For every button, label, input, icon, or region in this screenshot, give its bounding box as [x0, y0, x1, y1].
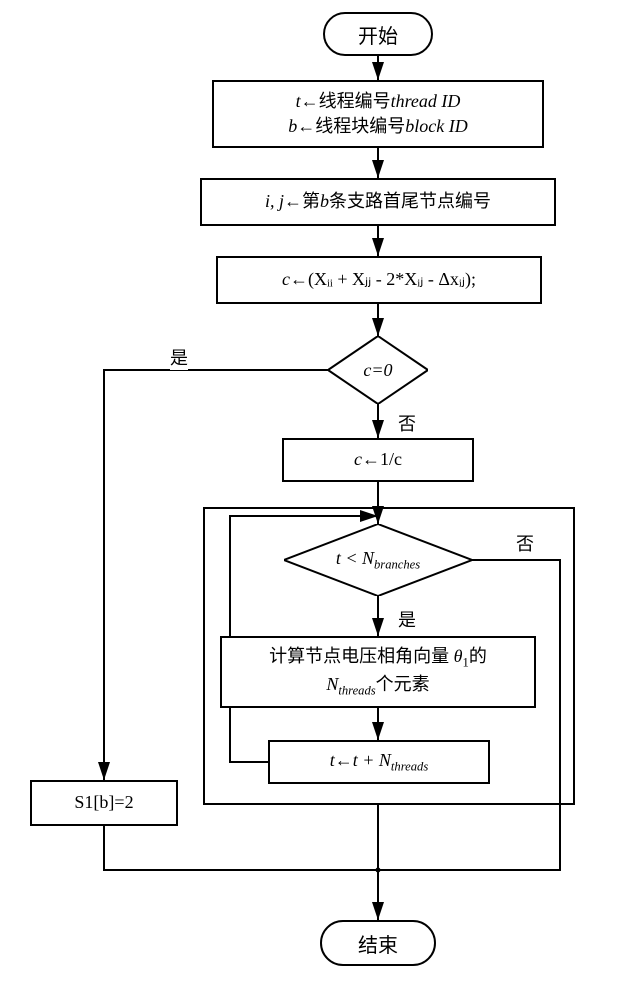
p5-line2: Nthreads个元素	[326, 672, 429, 700]
process-c-formula: c←(Xᵢᵢ + Xⱼⱼ - 2*Xᵢⱼ - Δxᵢⱼ);	[216, 256, 542, 304]
decision-c-zero: c=0	[328, 336, 428, 404]
d1-yes-label: 是	[170, 344, 188, 370]
p2-line: i, j←第b条支路首尾节点编号	[265, 189, 491, 214]
p4-line: c←1/c	[354, 447, 402, 472]
p7-text: S1[b]=2	[74, 790, 133, 815]
flow-connectors	[0, 0, 634, 1000]
decision-t-branches: t < Nbranches	[284, 524, 472, 596]
start-terminator: 开始	[323, 12, 433, 56]
p6-line: t←t + Nthreads	[330, 748, 429, 776]
d2-yes-label: 是	[398, 606, 416, 632]
end-label: 结束	[358, 929, 398, 958]
d2-no-label: 否	[516, 530, 534, 556]
start-label: 开始	[358, 20, 398, 49]
process-s1-assign: S1[b]=2	[30, 780, 178, 826]
d2-label: t < Nbranches	[336, 548, 420, 573]
end-terminator: 结束	[320, 920, 436, 966]
process-compute-theta: 计算节点电压相角向量 θ1的 Nthreads个元素	[220, 636, 536, 708]
p5-line1: 计算节点电压相角向量 θ1的	[269, 644, 487, 672]
d1-no-label: 否	[398, 410, 416, 436]
process-t-increment: t←t + Nthreads	[268, 740, 490, 784]
p3-line: c←(Xᵢᵢ + Xⱼⱼ - 2*Xᵢⱼ - Δxᵢⱼ);	[282, 267, 476, 292]
process-thread-ids: t←线程编号thread ID b←线程块编号block ID	[212, 80, 544, 148]
p1-line1: t←线程编号thread ID	[296, 89, 461, 114]
process-c-invert: c←1/c	[282, 438, 474, 482]
process-branch-nodes: i, j←第b条支路首尾节点编号	[200, 178, 556, 226]
p1-line2: b←线程块编号block ID	[288, 114, 467, 139]
d1-label: c=0	[363, 360, 392, 381]
